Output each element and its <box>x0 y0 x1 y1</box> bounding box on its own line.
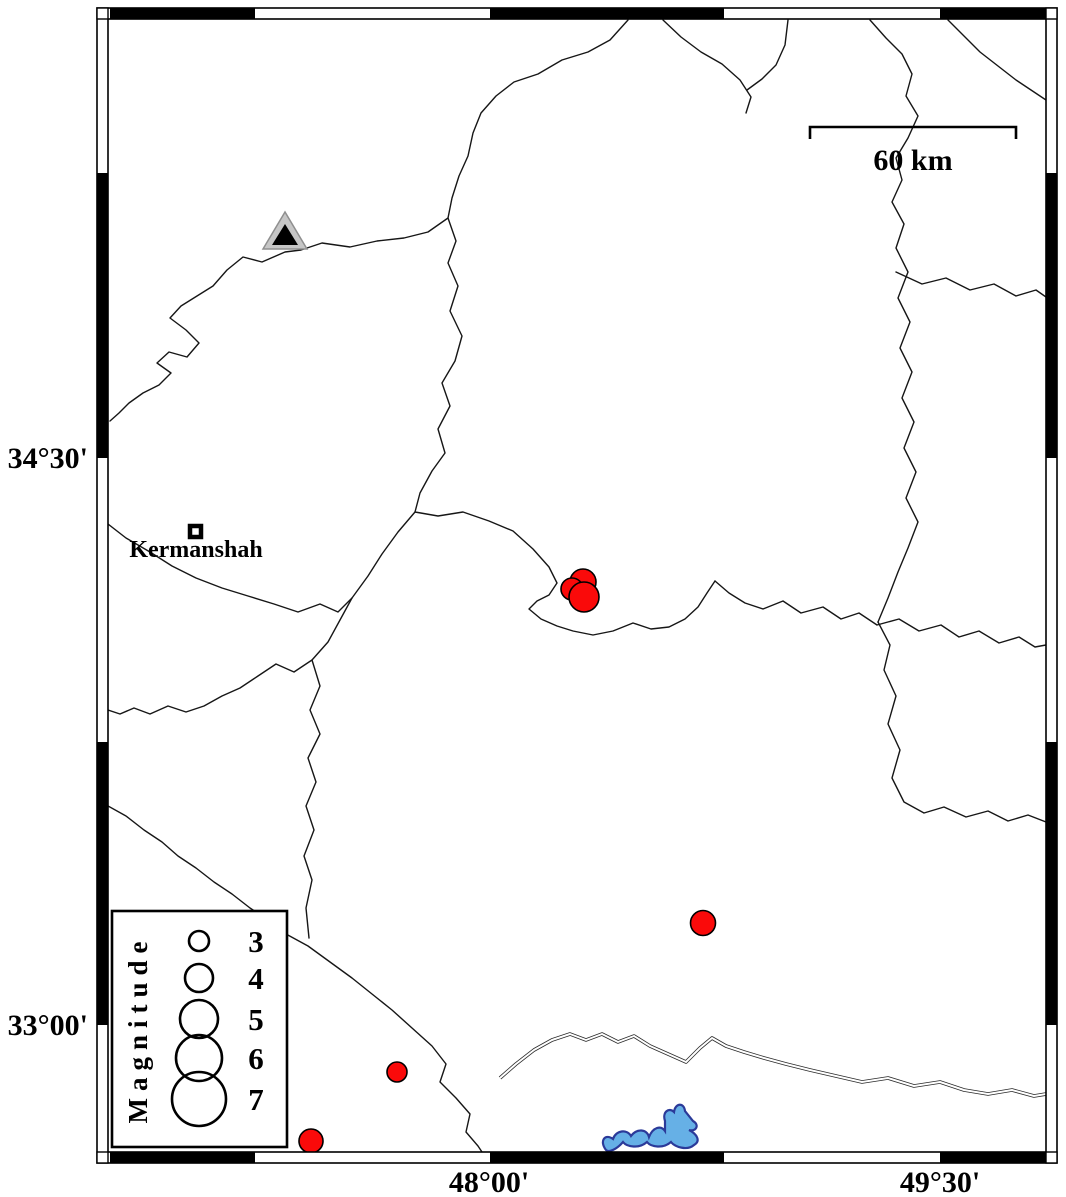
legend-magnitude-label: 3 <box>248 924 264 959</box>
boundary-line <box>414 217 716 636</box>
earthquake-marker <box>298 1128 324 1152</box>
boundary-line <box>947 19 1046 101</box>
seismic-station-marker <box>261 210 309 250</box>
legend-magnitude-circle <box>170 1070 228 1128</box>
city-square-icon <box>187 523 204 540</box>
frame-segment <box>110 1152 255 1163</box>
frame-segment <box>940 8 1046 19</box>
legend-magnitude-circle <box>187 929 211 953</box>
boundary-line <box>108 523 353 613</box>
boundary-line <box>746 19 789 91</box>
earthquake-layer <box>298 568 717 1152</box>
legend-magnitude-circle <box>174 1033 224 1083</box>
latitude-labels: 34°30' 33°00' <box>8 442 88 1042</box>
boundary-line <box>108 805 483 1152</box>
earthquake-marker <box>689 909 717 937</box>
legend-magnitude-label: 6 <box>248 1041 264 1076</box>
magnitude-legend: Magnitude 34 5 6 7 <box>110 909 289 1149</box>
legend-magnitude-label: 5 <box>248 1002 264 1037</box>
map-canvas <box>108 19 1046 1152</box>
earthquake-marker <box>568 581 600 613</box>
legend-labels: 34 5 6 7 <box>248 924 264 1117</box>
scale-bar: 60 km <box>808 125 1018 177</box>
scale-bar-label: 60 km <box>873 144 952 177</box>
frame-corner <box>1045 1151 1058 1164</box>
frame-segment <box>940 1152 1046 1163</box>
boundary-line <box>714 580 1046 648</box>
longitude-tick-label: 48°00' <box>449 1166 529 1197</box>
double-line-boundary <box>498 1032 1046 1098</box>
station-triangle-icon <box>272 224 298 245</box>
boundary-line <box>877 621 1046 823</box>
longitude-labels: 48°00' 49°30' <box>449 1166 980 1197</box>
city-marker <box>187 523 204 540</box>
frame-corner <box>1045 7 1058 20</box>
map-frame <box>96 7 1058 1164</box>
longitude-tick-label: 49°30' <box>900 1166 980 1197</box>
frame-segment <box>490 8 724 19</box>
boundary-line <box>109 19 629 422</box>
frame-corner <box>96 1151 109 1164</box>
boundary-line <box>662 19 752 114</box>
latitude-tick-label: 33°00' <box>8 1009 88 1042</box>
city-label: Kermanshah <box>129 537 262 563</box>
legend-magnitude-circle <box>183 962 215 994</box>
latitude-tick-label: 34°30' <box>8 442 88 475</box>
scale-bar-line <box>808 125 1018 139</box>
frame-segment <box>490 1152 724 1163</box>
frame-segment <box>110 8 255 19</box>
legend-magnitude-circle <box>178 998 220 1040</box>
earthquake-marker <box>386 1061 408 1083</box>
boundary-line <box>895 271 1046 298</box>
frame-segment <box>1046 173 1057 458</box>
boundary-line <box>108 511 416 715</box>
double-line-outer <box>498 1032 1046 1098</box>
legend-magnitude-label: 4 <box>248 961 264 996</box>
lake <box>601 1103 699 1152</box>
frame-segment <box>97 173 108 458</box>
legend-title: Magnitude <box>123 934 153 1123</box>
boundary-line <box>869 19 919 623</box>
boundary-lines <box>108 19 1046 1152</box>
frame-corner <box>96 7 109 20</box>
double-line-inner <box>499 1033 1046 1097</box>
legend-magnitude-label: 7 <box>248 1082 264 1117</box>
boundary-line <box>303 659 321 939</box>
legend-circles <box>170 929 228 1128</box>
frame-segment <box>97 742 108 1025</box>
frame-segment <box>1046 742 1057 1025</box>
